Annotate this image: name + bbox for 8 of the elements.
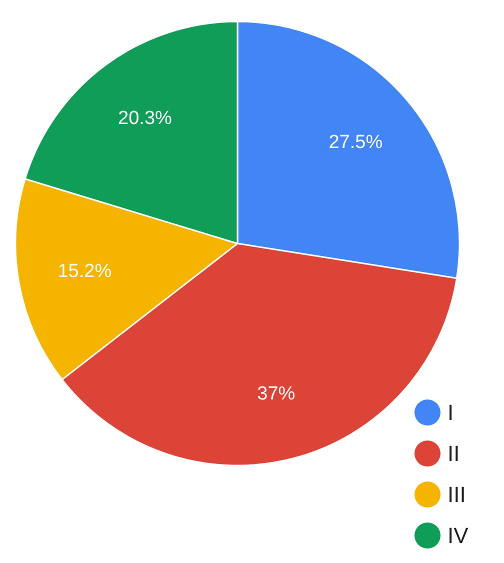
legend-label: III xyxy=(448,482,466,507)
data-label: 15.2% xyxy=(58,261,112,282)
legend-label: II xyxy=(448,441,460,466)
legend-label: IV xyxy=(448,523,469,548)
data-label: 27.5% xyxy=(328,132,383,154)
data-label: 20.3% xyxy=(118,108,172,130)
legend-label: I xyxy=(448,400,454,425)
data-label: 37% xyxy=(257,384,296,405)
